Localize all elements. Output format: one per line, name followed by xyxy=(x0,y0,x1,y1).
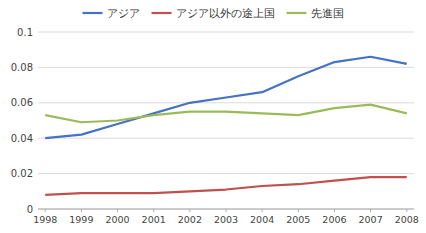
legend-item: アジア xyxy=(83,7,140,19)
x-tick-label: 1998 xyxy=(33,214,57,225)
legend-swatch xyxy=(152,12,172,14)
legend-swatch xyxy=(287,12,307,14)
x-tick xyxy=(189,209,190,212)
x-tick xyxy=(298,209,299,212)
legend-label: アジア以外の途上国 xyxy=(176,7,275,19)
legend: アジア アジア以外の途上国 先進国 xyxy=(83,7,344,19)
x-axis: 1998 1999 2000 2001 2002 2003 2004 2005 2006 2007… xyxy=(33,209,419,225)
legend-swatch xyxy=(83,12,103,14)
x-tick-label: 2001 xyxy=(142,214,166,225)
legend-label: 先進国 xyxy=(311,7,344,19)
y-tick-label: 0.06 xyxy=(11,97,33,108)
x-tick-label: 2003 xyxy=(214,214,238,225)
chart: 0 0.02 0.04 0.06 0.08 0.1 1998 1999 2000 2001 2002… xyxy=(0,0,426,233)
legend-item: アジア以外の途上国 xyxy=(152,7,275,19)
x-tick-label: 2007 xyxy=(359,214,383,225)
x-tick xyxy=(226,209,227,212)
grid-line xyxy=(38,102,414,103)
y-axis: 0 0.02 0.04 0.06 0.08 0.1 xyxy=(11,27,414,215)
legend-label: アジア xyxy=(107,7,140,19)
x-tick-label: 2000 xyxy=(105,214,129,225)
x-tick-label: 2006 xyxy=(322,214,346,225)
x-tick xyxy=(153,209,154,212)
line xyxy=(45,105,407,123)
y-tick-label: 0.02 xyxy=(11,168,33,179)
y-tick-label: 0.1 xyxy=(17,27,33,38)
grid-line xyxy=(38,32,414,33)
x-tick xyxy=(370,209,371,212)
plot-area xyxy=(45,57,407,195)
x-tick-label: 2005 xyxy=(286,214,310,225)
x-tick xyxy=(45,209,46,212)
line xyxy=(45,177,407,195)
y-tick-label: 0 xyxy=(27,204,33,215)
grid-line xyxy=(38,138,414,139)
x-tick-label: 2008 xyxy=(395,214,419,225)
x-tick xyxy=(117,209,118,212)
y-tick-label: 0.04 xyxy=(11,133,33,144)
x-tick-label: 2004 xyxy=(250,214,274,225)
x-tick xyxy=(406,209,407,212)
y-tick-label: 0.08 xyxy=(11,62,33,73)
x-tick xyxy=(262,209,263,212)
x-tick xyxy=(334,209,335,212)
line xyxy=(45,57,407,138)
grid-line xyxy=(38,67,414,68)
x-tick-label: 2002 xyxy=(178,214,202,225)
x-tick-label: 1999 xyxy=(69,214,93,225)
x-tick xyxy=(81,209,82,212)
legend-item: 先進国 xyxy=(287,7,344,19)
grid-line xyxy=(38,173,414,174)
